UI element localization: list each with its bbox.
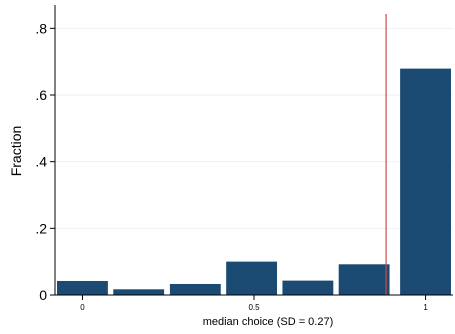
axes: 0 .2 .4 .6 .8 0 0.5 1 xyxy=(35,5,453,312)
bar-6 xyxy=(399,68,452,296)
y-tick-label: .2 xyxy=(35,220,47,236)
x-tick-label: 0.5 xyxy=(248,303,260,312)
x-tick-label: 0 xyxy=(80,303,85,312)
bar-3 xyxy=(225,261,278,296)
y-tick-label: .8 xyxy=(35,20,47,36)
bar-0 xyxy=(56,280,109,296)
y-axis-title: Fraction xyxy=(8,126,24,177)
y-tick-label: .6 xyxy=(35,87,47,103)
bar-2 xyxy=(169,283,222,296)
bars xyxy=(56,68,452,296)
x-axis-title: median choice (SD = 0.27) xyxy=(203,316,334,328)
bar-1 xyxy=(112,288,165,296)
bar-4 xyxy=(281,280,334,296)
bar-5 xyxy=(338,263,391,296)
y-tick-label: .4 xyxy=(35,154,47,170)
y-tick-label: 0 xyxy=(39,287,47,303)
gridlines xyxy=(55,27,453,229)
x-tick-label: 1 xyxy=(423,303,428,312)
